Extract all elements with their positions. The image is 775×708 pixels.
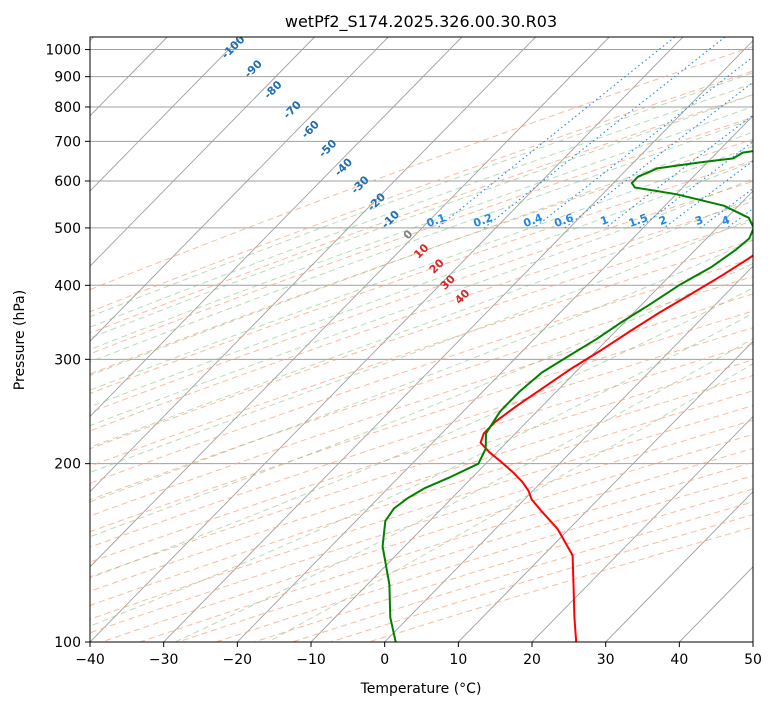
mixing-ratio-label: 0.6 <box>552 211 575 230</box>
isotherm-line <box>163 39 753 642</box>
dry-adiabat-line <box>90 293 753 517</box>
x-tick-label: 20 <box>523 652 541 668</box>
moist-adiabat-line <box>267 363 753 642</box>
isotherm-line <box>90 37 536 493</box>
moist-adiabat-line <box>90 178 753 427</box>
dry-adiabat-line <box>90 200 753 432</box>
moist-adiabat-line <box>90 312 753 627</box>
isotherm-line <box>90 37 463 418</box>
moist-adiabat-line <box>90 94 753 339</box>
mixing-ratio-label: 3 <box>693 213 705 228</box>
isotherm-line <box>90 37 389 342</box>
y-tick-label: 900 <box>54 70 81 86</box>
dewpoint-profile-line <box>381 150 753 642</box>
moist-adiabat-line <box>90 105 753 351</box>
mixing-ratio-label: 2 <box>657 213 669 228</box>
x-tick-label: 30 <box>597 652 615 668</box>
x-tick-label: −10 <box>296 652 326 668</box>
y-tick-label: 200 <box>54 457 81 473</box>
plot-series <box>381 150 753 642</box>
dry-adiabat-line <box>90 138 753 375</box>
mixing-ratio-label: 1 <box>599 213 611 228</box>
y-tick-label: 800 <box>54 100 81 116</box>
dry-adiabat-line <box>90 343 753 563</box>
y-tick-label: 500 <box>54 221 81 237</box>
x-tick-label: 0 <box>380 652 389 668</box>
mixing-ratio-label: 0.1 <box>425 211 448 230</box>
x-tick-label: −20 <box>223 652 253 668</box>
moist-adiabat-line <box>90 239 753 503</box>
y-tick-label: 700 <box>54 134 81 150</box>
dry-adiabat-line <box>90 390 753 606</box>
plot-frame <box>89 36 754 643</box>
mixing-ratio-line <box>605 114 753 229</box>
dry-adiabat-line <box>90 310 753 533</box>
y-tick-label: 1000 <box>45 43 81 59</box>
x-axis: −40 −30 −20 −10 0 10 20 30 40 50 <box>75 642 762 668</box>
chart-title: wetPf2_S174.2025.326.00.30.R03 <box>285 12 557 32</box>
isotherm-line <box>90 37 242 192</box>
y-tick-label: 600 <box>54 174 81 190</box>
x-tick-label: −40 <box>75 652 105 668</box>
y-axis: 1000 900 800 700 600 500 400 300 200 100 <box>45 43 90 651</box>
mixing-ratio-label: 1.5 <box>627 211 650 230</box>
dry-adiabat-line <box>90 70 753 313</box>
mixing-ratio-label: 0.4 <box>522 211 545 230</box>
mixing-ratio-label: 4 <box>720 213 732 228</box>
mixing-ratio-label: 0.2 <box>472 211 495 230</box>
moist-adiabat-line <box>90 82 753 328</box>
x-tick-label: −30 <box>149 652 179 668</box>
x-tick-label: 50 <box>744 652 762 668</box>
mixing-ratio-line <box>533 56 753 229</box>
moist-adiabat-line <box>90 145 753 391</box>
temperature-profile-line <box>479 254 753 642</box>
isotherm-line <box>384 265 753 642</box>
isotherm-line <box>458 340 753 642</box>
mixing-ratio-line <box>483 37 726 229</box>
isotherm-line <box>90 37 610 568</box>
isotherm-line <box>90 37 315 267</box>
y-tick-label: 100 <box>54 635 81 651</box>
moist-adiabat-line <box>90 262 753 538</box>
y-axis-label: Pressure (hPa) <box>12 290 28 390</box>
moist-adiabat-line <box>174 338 753 642</box>
isotherm-line <box>90 37 684 642</box>
dry-adiabat-line <box>90 46 753 291</box>
isotherm-line <box>605 491 753 642</box>
dry-adiabat-line <box>90 359 753 578</box>
y-tick-label: 300 <box>54 352 81 368</box>
y-tick-label: 400 <box>54 278 81 294</box>
plot-background-lines <box>90 37 753 642</box>
isotherm-line <box>237 115 753 642</box>
x-tick-label: 10 <box>449 652 467 668</box>
isotherm-line <box>531 415 753 642</box>
moist-adiabat-line <box>90 161 753 408</box>
x-axis-label: Temperature (°C) <box>360 681 482 697</box>
x-tick-label: 40 <box>670 652 688 668</box>
dry-adiabat-line <box>90 257 753 484</box>
moist-adiabat-line <box>90 72 753 318</box>
